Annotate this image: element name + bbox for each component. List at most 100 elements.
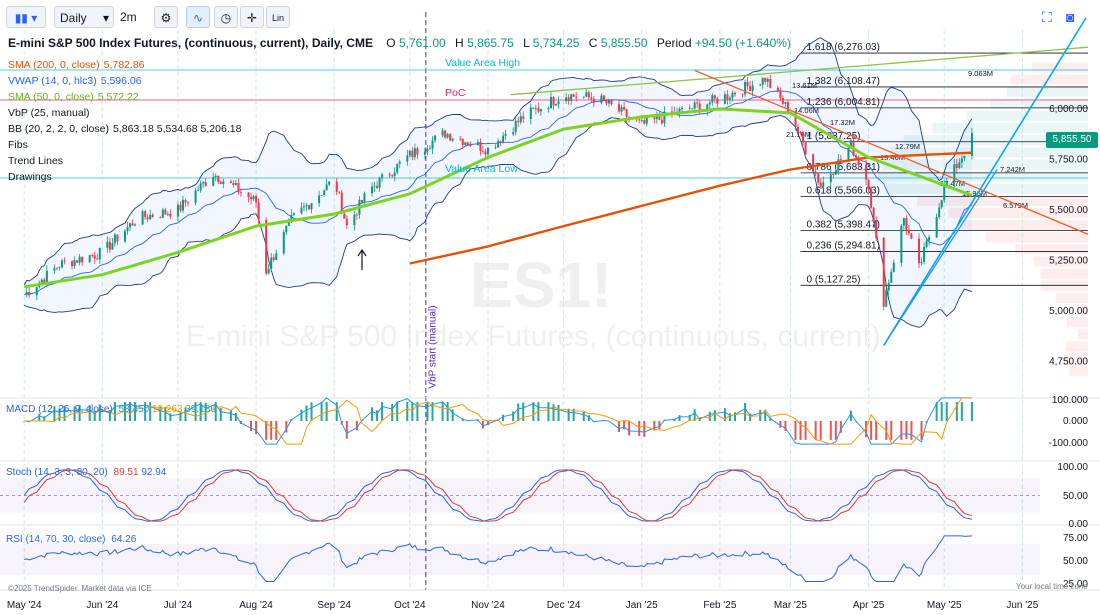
legend-fibs[interactable]: Fibs — [8, 138, 28, 152]
candle-body — [250, 196, 253, 200]
candle-body — [514, 120, 517, 133]
candle-body — [890, 271, 893, 283]
candle-body — [431, 140, 434, 149]
symbol-title: E-mini S&P 500 Index Futures, (continuou… — [8, 36, 373, 50]
candle-body — [416, 148, 419, 155]
legend-vwap[interactable]: VWAP (14, 0, hlc3) 5,596.06 — [8, 74, 142, 88]
candle-body — [565, 97, 568, 102]
interval-select[interactable]: Daily ▾ — [54, 6, 114, 28]
stoch-legend[interactable]: Stoch (14, 3, 3, 80, 20) 89.51 92.94 — [6, 467, 166, 478]
y-tick-label: 5,500.00 — [1049, 205, 1088, 216]
candle-body — [552, 97, 555, 106]
indicators-button[interactable]: ∿ — [186, 6, 210, 28]
macd-histogram-bar — [229, 410, 232, 421]
macd-histogram-bar — [396, 402, 399, 421]
candle-body — [963, 155, 966, 159]
macd-histogram-bar — [335, 402, 338, 421]
candle-body — [282, 231, 285, 254]
candle-body — [237, 183, 240, 193]
candle-body — [411, 150, 414, 158]
candle-body — [872, 207, 875, 220]
x-tick-label: Aug '24 — [239, 600, 273, 611]
legend-drawings[interactable]: Drawings — [8, 170, 52, 184]
candle-body — [892, 262, 895, 272]
candle-body — [144, 211, 147, 218]
macd-histogram-bar — [144, 402, 147, 421]
candle-body — [179, 204, 182, 211]
y-tick-label: 5,000.00 — [1049, 306, 1088, 317]
macd-legend[interactable]: MACD (12, 26, 9, close) 58.450 19.263 39… — [6, 404, 216, 415]
candle-body — [413, 148, 416, 158]
macd-signal-line — [24, 397, 972, 445]
camera-icon[interactable]: ◙ — [1066, 9, 1075, 25]
macd-histogram-bar — [345, 421, 348, 439]
candle-body — [78, 256, 81, 263]
fullscreen-icon[interactable]: ⛶ — [1042, 9, 1052, 25]
candle-body — [797, 126, 800, 133]
rsi-tick-label: 25.00 — [1063, 579, 1088, 590]
candle-body — [247, 192, 250, 197]
crosshair-button[interactable]: ✛ — [240, 6, 264, 28]
candle-body — [900, 225, 903, 263]
close-value: 5,855.50 — [600, 36, 648, 50]
scale-button[interactable]: Lin — [266, 6, 290, 28]
macd-histogram-bar — [764, 409, 767, 421]
legend-sma50[interactable]: SMA (50, 0, close) 5,572.22 — [8, 90, 139, 104]
macd-histogram-bar — [431, 402, 434, 421]
macd-histogram-bar — [214, 402, 217, 421]
candle-body — [91, 255, 94, 257]
macd-histogram-bar — [744, 402, 747, 421]
stoch-label: Stoch (14, 3, 3, 80, 20) — [6, 467, 108, 478]
x-tick-label: Nov '24 — [471, 600, 505, 611]
legend-trend-lines[interactable]: Trend Lines — [8, 154, 63, 168]
sma200-value: 5,782.86 — [103, 59, 145, 71]
macd-histogram-bar — [900, 421, 903, 440]
macd-tick-label: -100.000 — [1049, 438, 1089, 449]
legend-vbp[interactable]: VbP (25, manual) — [8, 106, 90, 120]
candle-body — [555, 104, 558, 106]
replay-button[interactable]: ◷ — [214, 6, 238, 28]
candle-body — [590, 97, 593, 99]
rsi-legend[interactable]: RSI (14, 70, 30, close) 64.26 — [6, 534, 136, 545]
macd-histogram-bar — [567, 408, 570, 421]
macd-histogram-bar — [265, 421, 268, 440]
rsi-tick-label: 50.00 — [1063, 556, 1088, 567]
candle-body — [502, 135, 505, 143]
high-label: H — [455, 36, 464, 50]
macd-histogram-bar — [451, 409, 454, 421]
settings-button[interactable]: ⚙ — [154, 6, 178, 28]
chart-type-button[interactable]: ▮▮ ▾ — [6, 6, 46, 28]
macd-histogram-bar — [769, 417, 772, 421]
stoch-d-line — [23, 469, 973, 522]
interval-short[interactable]: 2m — [120, 10, 137, 24]
poc-label: PoC — [445, 87, 466, 99]
candle-body — [302, 206, 305, 208]
candle-body — [363, 193, 366, 203]
candle-body — [255, 196, 258, 203]
rsi-value: 64.26 — [111, 534, 137, 545]
candle-body — [784, 102, 787, 104]
candle-body — [781, 97, 784, 104]
candle-body — [953, 164, 956, 183]
candle-body — [270, 257, 273, 269]
vbp-value-label: 12.79M — [895, 142, 920, 151]
candle-body — [723, 94, 726, 104]
macd-histogram-bar — [199, 402, 202, 421]
candle-body — [60, 260, 63, 268]
candle-body — [275, 253, 278, 260]
macd-histogram-bar — [255, 421, 258, 435]
period-label: Period — [656, 36, 692, 50]
candle-body — [839, 159, 842, 160]
macd-histogram-bar — [623, 421, 626, 430]
candle-body — [759, 84, 762, 86]
candle-body — [325, 184, 328, 191]
candle-body — [512, 132, 515, 135]
macd-histogram-bar — [905, 421, 908, 440]
legend-sma200[interactable]: SMA (200, 0, close) 5,782.86 — [8, 58, 145, 72]
value-area-high-label: Value Area High — [445, 57, 521, 69]
candle-body — [519, 116, 522, 123]
legend-bb[interactable]: BB (20, 2, 2, 0, close) 5,863.18 5,534.68… — [8, 122, 241, 136]
candle-body — [343, 213, 346, 219]
candle-body — [494, 147, 497, 149]
